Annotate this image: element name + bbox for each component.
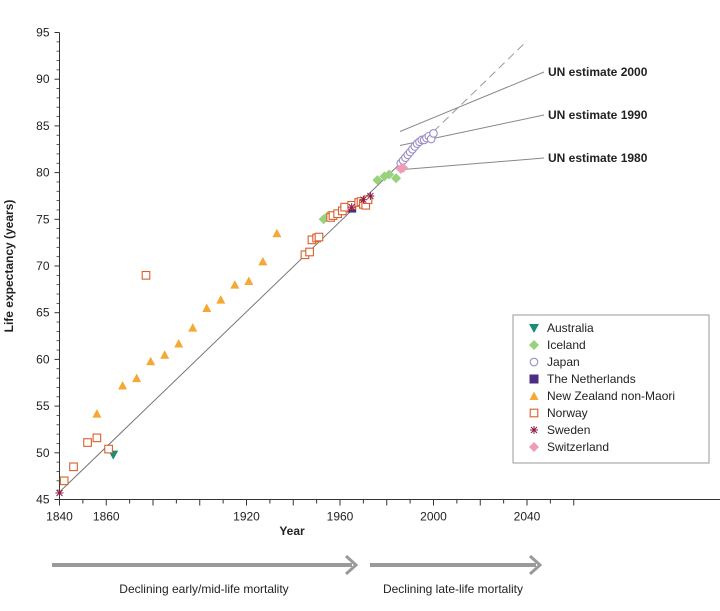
trend-line-solid: [59, 131, 434, 493]
data-point-new-zealand-non-maori: [188, 323, 198, 332]
x-tick-label: 1920: [233, 510, 260, 524]
y-tick-label: 95: [36, 26, 50, 40]
legend-label-australia: Australia: [547, 321, 594, 335]
un-estimate-leader: [399, 71, 545, 132]
un-estimate-label: UN estimate 2000: [548, 65, 648, 79]
y-axis-title: Life expectancy (years): [2, 200, 16, 333]
data-point-norway: [141, 270, 151, 280]
x-tick-label: 1960: [327, 510, 354, 524]
mortality-arrow-label: Declining late-life mortality: [383, 582, 523, 596]
y-tick-label: 75: [36, 212, 50, 226]
data-point-new-zealand-non-maori: [160, 350, 170, 359]
legend-label-norway: Norway: [547, 406, 588, 420]
un-estimate-label: UN estimate 1990: [548, 108, 648, 122]
data-point-norway: [83, 438, 92, 447]
data-point-new-zealand-non-maori: [174, 339, 184, 348]
legend-label-japan: Japan: [547, 355, 580, 369]
data-point-norway: [305, 247, 314, 257]
y-tick-label: 45: [36, 493, 50, 507]
y-tick-label: 50: [36, 446, 50, 460]
x-axis-title: Year: [279, 524, 305, 538]
mortality-arrows: Declining early/mid-life mortality Declin…: [52, 554, 543, 596]
y-tick-label: 70: [36, 259, 50, 273]
mortality-arrow-head: [344, 554, 359, 576]
y-tick-label: 65: [36, 306, 50, 320]
data-point-sweden: [366, 191, 375, 200]
data-point-japan: [429, 129, 438, 138]
y-tick-label: 55: [36, 399, 50, 413]
legend-label-sweden: Sweden: [547, 423, 590, 437]
y-tick-label: 60: [36, 352, 50, 366]
data-point-iceland: [391, 173, 402, 184]
x-tick-label: 2040: [514, 510, 541, 524]
annotation-group: UN estimate 2000 UN estimate 1990 UN estim…: [399, 65, 648, 171]
x-tick-label: 1840: [46, 510, 73, 524]
legend: Australia Iceland Japan The Netherlands New …: [512, 314, 710, 464]
x-tick-label: 2000: [420, 510, 447, 524]
x-tick-label: 1860: [93, 510, 120, 524]
data-point-norway: [69, 462, 78, 472]
data-point-switzerland: [398, 162, 409, 173]
data-points-group: [55, 129, 438, 497]
data-point-new-zealand-non-maori: [244, 276, 254, 285]
data-point-new-zealand-non-maori: [272, 228, 282, 238]
data-point-sweden: [55, 488, 64, 497]
data-point-new-zealand-non-maori: [92, 409, 102, 418]
data-point-iceland: [384, 169, 395, 180]
legend-label-new-zealand-non-maori: New Zealand non-Maori: [547, 389, 675, 403]
data-point-sweden: [347, 203, 356, 212]
data-point-iceland: [372, 175, 383, 186]
legend-marker-norway: [529, 408, 539, 418]
y-tick-label: 85: [36, 119, 50, 133]
legend-marker-switzerland: [529, 442, 539, 452]
data-point-norway: [104, 444, 113, 454]
legend-marker-australia: [529, 324, 539, 333]
legend-marker-new-zealand-non-maori: [529, 391, 539, 400]
legend-marker-iceland: [529, 340, 539, 350]
data-point-new-zealand-non-maori: [258, 256, 268, 266]
y-tick-label: 90: [36, 72, 50, 86]
legend-marker-the-netherlands: [529, 374, 539, 384]
data-point-new-zealand-non-maori: [230, 280, 240, 289]
legend-label-iceland: Iceland: [547, 338, 586, 352]
y-tick-label: 80: [36, 166, 50, 180]
data-point-norway: [340, 202, 350, 212]
legend-marker-japan: [529, 357, 539, 367]
axes-group: 45 50 55 60 65 70 75 80 85 90 95 1840 1860 1920 1960 20…: [36, 26, 720, 524]
data-point-new-zealand-non-maori: [118, 381, 128, 390]
legend-label-the-netherlands: The Netherlands: [547, 372, 636, 386]
legend-box: [512, 314, 710, 464]
un-estimate-leader: [399, 157, 545, 171]
data-point-new-zealand-non-maori: [132, 373, 142, 383]
data-point-sweden: [359, 195, 368, 204]
trend-line-group: [59, 40, 528, 493]
mortality-arrow-label: Declining early/mid-life mortality: [119, 582, 288, 596]
data-point-new-zealand-non-maori: [202, 303, 212, 313]
data-point-new-zealand-non-maori: [146, 356, 156, 366]
data-point-norway: [314, 232, 324, 242]
un-estimate-label: UN estimate 1980: [548, 151, 648, 165]
legend-label-switzerland: Switzerland: [547, 440, 609, 454]
legend-marker-sweden: [530, 426, 538, 434]
data-point-new-zealand-non-maori: [216, 295, 226, 304]
data-point-norway: [59, 476, 69, 486]
mortality-arrow-head: [528, 554, 543, 576]
data-point-norway: [92, 433, 102, 443]
trend-line-dashed: [433, 40, 528, 132]
